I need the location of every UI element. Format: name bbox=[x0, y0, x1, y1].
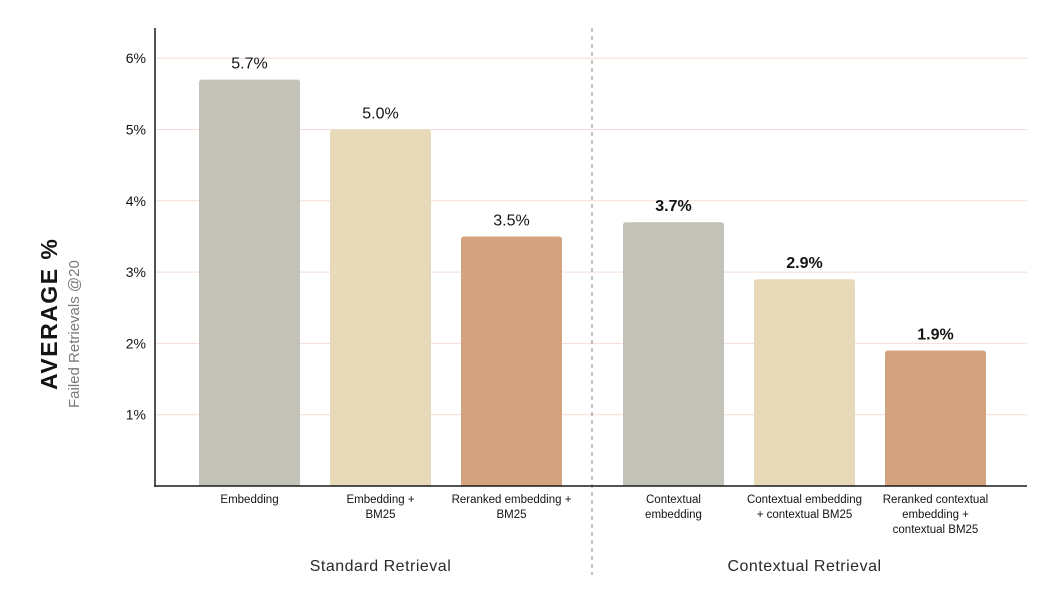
x-tick-label: Embedding + bbox=[346, 494, 414, 506]
bar bbox=[330, 129, 431, 486]
x-tick-label: Reranked embedding + bbox=[452, 494, 572, 506]
y-tick-label: 3% bbox=[126, 264, 146, 280]
x-tick-label: contextual BM25 bbox=[893, 524, 979, 536]
x-tick-label: Reranked contextual bbox=[883, 494, 988, 506]
x-tick-label: + contextual BM25 bbox=[757, 509, 853, 521]
y-tick-label: 6% bbox=[126, 50, 146, 66]
bar bbox=[885, 350, 986, 486]
y-tick-label: 2% bbox=[126, 335, 146, 351]
group-label: Standard Retrieval bbox=[310, 558, 452, 575]
y-tick-label: 1% bbox=[126, 407, 146, 423]
x-tick-label: embedding bbox=[645, 509, 702, 521]
x-tick-label: Embedding bbox=[220, 494, 278, 506]
data-label: 2.9% bbox=[786, 255, 822, 272]
bar bbox=[199, 79, 300, 486]
bar bbox=[461, 236, 562, 486]
bar bbox=[754, 279, 855, 486]
x-tick-label: BM25 bbox=[496, 509, 526, 521]
x-tick-label: embedding + bbox=[902, 509, 969, 521]
data-label: 3.7% bbox=[655, 198, 691, 215]
x-tick-label: Contextual embedding bbox=[747, 494, 862, 506]
y-tick-label: 4% bbox=[126, 193, 146, 209]
x-tick-label: Contextual bbox=[646, 494, 701, 506]
bar bbox=[623, 222, 724, 486]
data-label: 1.9% bbox=[917, 327, 953, 344]
data-label: 5.7% bbox=[231, 56, 267, 73]
group-label: Contextual Retrieval bbox=[727, 558, 881, 575]
y-tick-label: 5% bbox=[126, 122, 146, 138]
data-label: 5.0% bbox=[362, 106, 398, 123]
x-tick-label: BM25 bbox=[365, 509, 395, 521]
data-label: 3.5% bbox=[493, 212, 529, 229]
